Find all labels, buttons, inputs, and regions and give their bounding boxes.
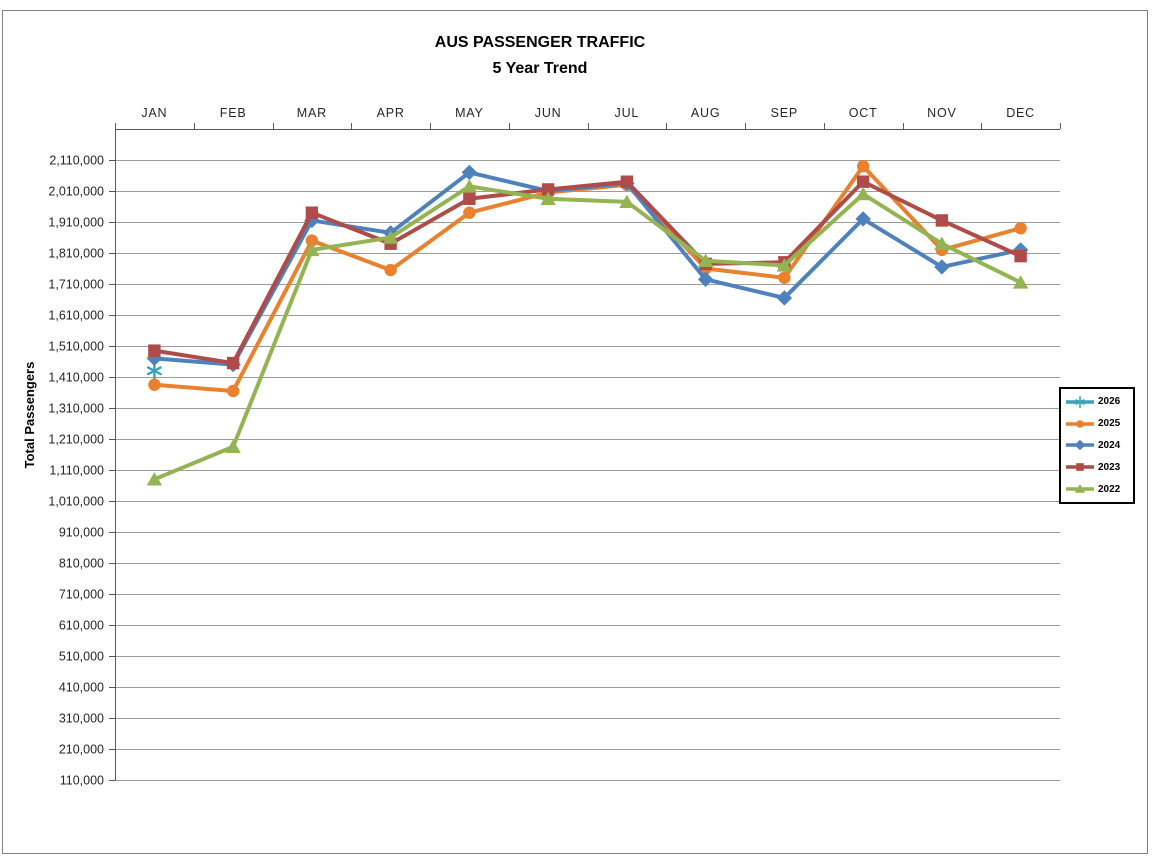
marker-square[interactable] [856,175,870,188]
legend-marker-circle-icon [1066,419,1094,428]
marker-circle[interactable] [463,206,476,219]
x-axis-label-OCT: OCT [849,106,878,120]
y-axis-tick-label: 710,000 [59,588,104,602]
marker-triangle[interactable] [934,236,950,250]
x-axis-label-MAR: MAR [297,106,327,120]
marker-circle[interactable] [305,234,319,247]
marker-triangle[interactable] [697,253,714,267]
legend-item-2024[interactable]: 2024 [1065,437,1133,453]
y-axis-tick-label: 810,000 [59,557,104,571]
marker-asterisk[interactable] [146,366,162,376]
y-axis-tick-label: 1,010,000 [48,495,104,509]
marker-square[interactable] [226,356,240,370]
marker-diamond[interactable] [855,211,871,227]
series-2022[interactable] [146,179,1029,486]
x-axis-label-DEC: DEC [1006,106,1035,120]
y-axis-tick-label: 410,000 [59,681,104,695]
series-line-2023[interactable] [154,179,1022,366]
y-axis-tick-label: 110,000 [60,774,104,788]
y-axis-tick-label: 1,810,000 [48,247,104,261]
marker-circle[interactable] [384,263,397,277]
y-axis-tick-label: 2,110,000 [49,154,104,168]
marker-triangle[interactable] [225,439,241,453]
chart-title-line1: AUS PASSENGER TRAFFIC [434,34,646,51]
x-axis-label-SEP: SEP [771,106,798,120]
marker-triangle[interactable] [461,179,478,193]
x-axis-label-MAY: MAY [455,106,484,120]
y-axis-tick-label: 1,110,000 [49,464,104,478]
legend[interactable]: 2026 2025 2024 2023 2022 [1059,387,1135,504]
x-axis-label-NOV: NOV [927,106,957,120]
marker-triangle[interactable] [382,230,399,244]
y-axis-tick-label: 1,510,000 [48,340,104,354]
legend-item-2022[interactable]: 2022 [1065,481,1133,497]
legend-item-2026[interactable]: 2026 [1065,394,1133,410]
legend-marker-square-icon [1066,463,1094,472]
marker-triangle[interactable] [619,194,635,209]
marker-triangle[interactable] [304,242,320,257]
x-axis-label-FEB: FEB [220,106,247,120]
legend-label-2022: 2022 [1098,483,1121,495]
marker-circle[interactable] [226,384,240,398]
marker-square[interactable] [1076,463,1084,472]
marker-triangle[interactable] [855,186,871,201]
marker-diamond[interactable] [934,259,950,275]
y-axis-tick-label: 1,410,000 [48,371,104,385]
marker-triangle[interactable] [1012,275,1029,289]
legend-item-2023[interactable]: 2023 [1065,459,1133,475]
x-axis-label-APR: APR [377,106,405,120]
marker-circle[interactable] [856,160,870,173]
marker-square[interactable] [620,175,634,188]
y-axis-tick-label: 1,710,000 [48,278,104,292]
x-axis-label-AUG: AUG [691,106,721,120]
y-axis-tick-label: 1,210,000 [48,433,104,447]
y-axis-tick-label: 2,010,000 [48,185,104,199]
marker-asterisk[interactable] [1075,399,1085,405]
chart-border [2,10,1148,854]
y-axis-tick-label: 210,000 [59,743,104,757]
y-axis-tick-label: 310,000 [59,712,104,726]
y-axis-tick-label: 1,910,000 [48,216,104,230]
chart-title-line2: 5 Year Trend [492,60,588,77]
legend-marker-triangle-icon [1066,484,1094,493]
legend-label-2024: 2024 [1098,439,1121,451]
marker-square[interactable] [935,214,949,227]
marker-diamond[interactable] [461,164,478,181]
legend-label-2023: 2023 [1098,461,1121,473]
legend-item-2025[interactable]: 2025 [1065,416,1133,432]
marker-circle[interactable] [778,271,791,284]
marker-square[interactable] [1014,249,1027,263]
chart-title: AUS PASSENGER TRAFFIC 5 Year Trend [435,30,645,82]
y-axis-tick-label: 1,610,000 [48,309,104,323]
marker-triangle[interactable] [540,191,556,205]
marker-square[interactable] [305,206,319,219]
marker-square[interactable] [148,344,161,357]
legend-label-2026: 2026 [1098,396,1121,408]
x-axis-label-JUL: JUL [615,106,640,120]
marker-circle[interactable] [1076,419,1084,428]
marker-diamond[interactable] [697,271,714,288]
y-axis-tick-label: 1,310,000 [48,402,104,416]
marker-circle[interactable] [1014,222,1027,235]
y-axis-tick-label: 610,000 [59,619,104,633]
legend-label-2025: 2025 [1098,418,1121,430]
y-axis-tick-label: 510,000 [59,650,104,664]
series-line-2022[interactable] [153,184,1022,482]
x-axis-label-JUN: JUN [535,106,562,120]
legend-marker-asterisk-icon [1066,395,1094,408]
legend-marker-diamond-icon [1066,440,1094,451]
marker-triangle[interactable] [146,472,163,486]
marker-diamond[interactable] [776,290,793,306]
marker-circle[interactable] [148,378,161,391]
x-axis-label-JAN: JAN [141,106,167,120]
marker-triangle[interactable] [776,258,793,272]
marker-triangle[interactable] [1074,484,1086,493]
series-2023[interactable] [148,175,1027,370]
y-axis-tick-label: 910,000 [59,526,104,540]
marker-square[interactable] [541,183,555,196]
marker-square[interactable] [463,192,476,205]
marker-diamond[interactable] [1074,440,1086,451]
